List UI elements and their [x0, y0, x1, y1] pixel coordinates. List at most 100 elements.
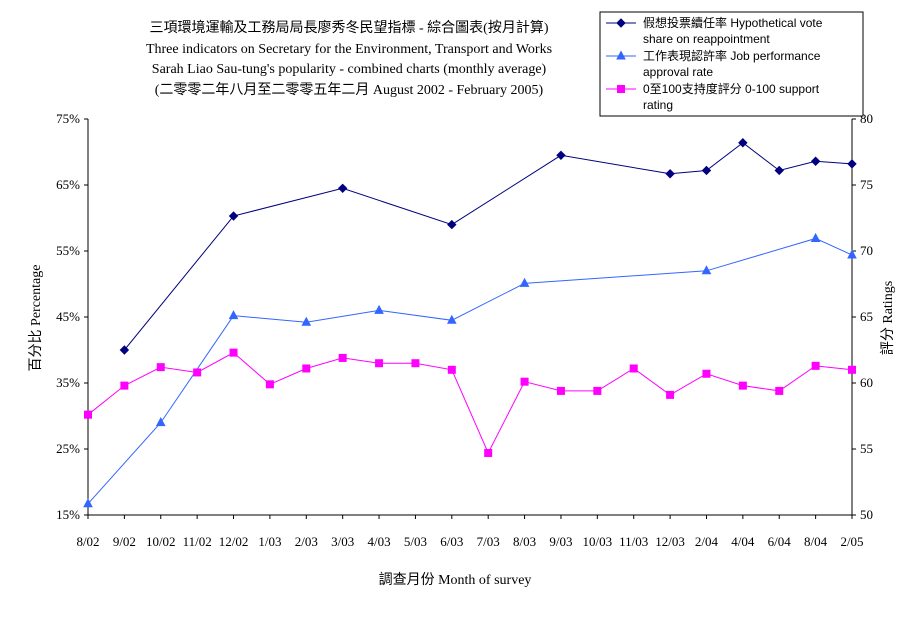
x-axis-title: 調查月份 Month of survey: [379, 572, 532, 588]
data-point: [701, 265, 712, 275]
legend-label: share on reappointment: [643, 32, 770, 46]
data-point: [811, 361, 820, 370]
data-point: [701, 165, 712, 176]
data-point: [228, 211, 239, 221]
right-axis-title: 評分 Ratings: [880, 281, 896, 355]
x-axis: 8/02 9/02 10/02 11/02 12/02 1/03 2/03 3/03 4/03 5…: [76, 515, 864, 549]
data-point: [738, 138, 748, 148]
series-1: [119, 138, 857, 355]
data-point: [810, 232, 821, 242]
x-tick-label: 8/03: [513, 534, 536, 549]
x-tick-label: 8/04: [804, 534, 828, 549]
left-tick-label: 35%: [56, 375, 80, 390]
left-tick-label: 25%: [56, 441, 80, 456]
legend-marker: [616, 18, 626, 28]
x-tick-label: 8/02: [76, 534, 99, 549]
legend-item-1: 假想投票續任率 Hypothetical vote share on reappo…: [606, 15, 823, 46]
x-tick-label: 2/03: [295, 534, 318, 549]
data-point: [447, 219, 457, 230]
data-point: [702, 369, 711, 378]
legend-item-3: 0至100支持度評分 0-100 support rating: [606, 81, 820, 112]
data-point: [665, 169, 675, 179]
data-point: [484, 448, 493, 457]
series-line: [87, 352, 853, 455]
series-layer: [83, 138, 857, 508]
title-line-1: 三項環境運輸及工務局局長廖秀冬民望指標 - 綜合圖表(按月計算): [150, 19, 549, 36]
x-tick-label: 6/04: [768, 534, 792, 549]
legend-marker: [616, 50, 626, 60]
left-tick-label: 55%: [56, 243, 80, 258]
data-point: [810, 156, 821, 166]
data-point: [738, 381, 747, 390]
legend-label: rating: [643, 98, 673, 112]
title-line-4: (二零零二年八月至二零零五年二月 August 2002 - February …: [155, 82, 544, 98]
legend-label: 工作表現認許率 Job performance: [643, 48, 821, 63]
left-tick-label: 75%: [56, 111, 80, 126]
right-tick-label: 60: [860, 375, 873, 390]
data-point: [666, 390, 675, 399]
left-tick-label: 65%: [56, 177, 80, 192]
legend-item-2: 工作表現認許率 Job performance approval rate: [606, 48, 821, 79]
legend-label: 0至100支持度評分 0-100 support: [643, 81, 820, 96]
data-point: [411, 359, 420, 368]
legend: 假想投票續任率 Hypothetical vote share on reappo…: [599, 11, 864, 117]
right-tick-label: 70: [860, 243, 873, 258]
left-tick-label: 45%: [56, 309, 80, 324]
x-tick-label: 2/05: [840, 534, 863, 549]
data-point: [338, 353, 347, 362]
data-point: [848, 365, 856, 374]
right-tick-label: 55: [860, 441, 873, 456]
data-point: [119, 345, 130, 355]
x-tick-label: 11/03: [619, 534, 648, 549]
series-line: [87, 237, 853, 505]
data-point: [155, 417, 166, 427]
data-point: [847, 159, 857, 169]
legend-box: [599, 11, 864, 117]
x-tick-label: 9/02: [113, 534, 136, 549]
data-point: [375, 359, 384, 368]
data-point: [629, 364, 638, 373]
title-line-2: Three indicators on Secretary for the En…: [146, 42, 552, 57]
data-point: [593, 386, 602, 395]
x-tick-label: 4/03: [367, 534, 390, 549]
x-tick-label: 10/03: [583, 534, 613, 549]
data-point: [84, 410, 92, 419]
data-point: [301, 316, 312, 326]
data-point: [374, 304, 384, 314]
data-point: [556, 386, 565, 395]
x-tick-label: 5/03: [404, 534, 427, 549]
x-tick-label: 10/02: [146, 534, 176, 549]
data-point: [302, 364, 311, 373]
data-point: [83, 498, 93, 508]
data-point: [556, 150, 566, 161]
data-point: [265, 380, 274, 389]
data-point: [229, 348, 238, 357]
left-y-axis: 15% 25% 35% 45% 55% 65% 75%: [56, 111, 88, 522]
left-tick-label: 15%: [56, 507, 80, 522]
data-point: [228, 310, 239, 320]
x-tick-label: 12/03: [655, 534, 685, 549]
x-tick-label: 4/04: [731, 534, 755, 549]
data-point: [156, 363, 165, 372]
right-tick-label: 50: [860, 507, 873, 522]
right-tick-label: 65: [860, 309, 873, 324]
data-point: [193, 368, 202, 377]
data-point: [520, 377, 529, 386]
data-point: [775, 386, 784, 395]
data-point: [446, 314, 457, 324]
right-tick-label: 75: [860, 177, 873, 192]
data-point: [337, 183, 348, 194]
data-point: [120, 381, 129, 390]
data-point: [519, 277, 530, 287]
x-tick-label: 12/02: [219, 534, 249, 549]
x-tick-label: 11/02: [183, 534, 212, 549]
data-point: [847, 249, 857, 259]
data-point: [774, 165, 784, 176]
x-tick-label: 9/03: [549, 534, 572, 549]
left-axis-title: 百分比 Percentage: [28, 265, 44, 372]
x-tick-label: 1/03: [258, 534, 281, 549]
x-tick-label: 6/03: [440, 534, 463, 549]
plot-area: [87, 119, 853, 516]
